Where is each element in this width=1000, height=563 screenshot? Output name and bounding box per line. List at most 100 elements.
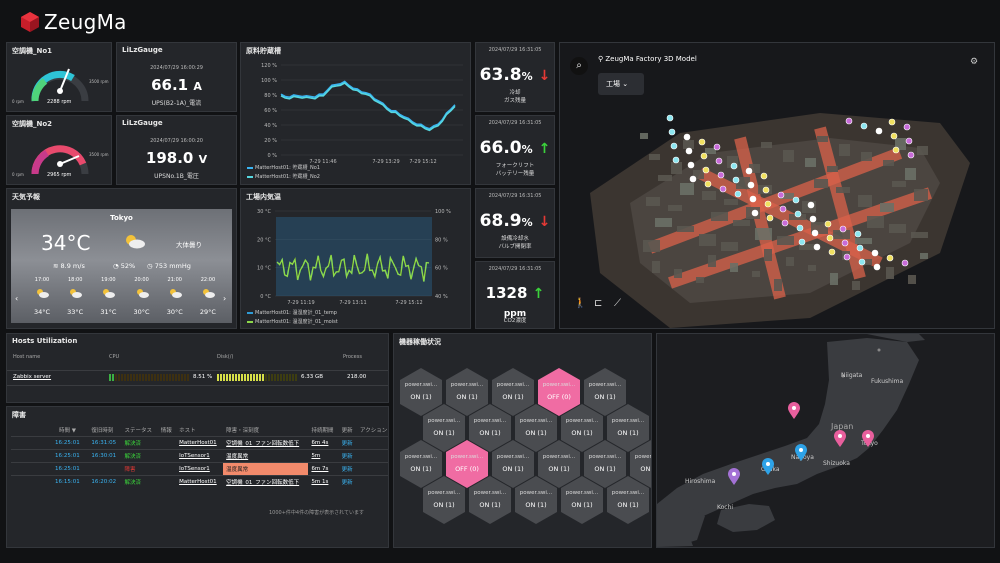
power-switch-hex[interactable]: power.swi... ON (1) xyxy=(630,440,651,488)
alert-update-link[interactable]: 更新 xyxy=(338,449,358,463)
power-switch-hex[interactable]: power.swi... ON (1) xyxy=(492,368,534,416)
blue-map-marker-icon[interactable] xyxy=(761,458,775,476)
power-switch-hex[interactable]: power.swi... OFF (0) xyxy=(538,368,580,416)
purple-map-marker-icon[interactable] xyxy=(727,468,741,486)
power-switch-hex[interactable]: power.swi... ON (1) xyxy=(400,368,442,416)
walk-mode-button[interactable]: 🚶 xyxy=(574,298,586,309)
alert-duration[interactable]: 6m 4s xyxy=(308,436,339,450)
alert-host[interactable]: IoTSensor1 xyxy=(176,462,224,476)
alert-problem[interactable]: 温度異常 xyxy=(223,449,309,463)
alert-recovery[interactable]: 16:31:05 xyxy=(88,436,122,450)
alert-recovery[interactable] xyxy=(88,462,122,476)
power-switch-hex[interactable]: power.swi... ON (1) xyxy=(423,476,465,524)
alert-update-link[interactable]: 更新 xyxy=(338,462,358,476)
sensor-marker[interactable] xyxy=(777,191,785,199)
alert-host[interactable]: MatterHost01 xyxy=(176,475,224,488)
alert-time[interactable]: 16:25:01 xyxy=(11,449,89,463)
sensor-marker[interactable] xyxy=(892,146,900,154)
power-switch-hex[interactable]: power.swi... ON (1) xyxy=(538,440,580,488)
factory-dropdown[interactable]: 工場 ⌄ xyxy=(598,73,644,95)
japan-map[interactable] xyxy=(657,334,994,547)
sensor-marker[interactable] xyxy=(704,180,712,188)
sensor-marker[interactable] xyxy=(730,162,738,170)
factory-3d-view[interactable] xyxy=(560,43,994,328)
brand-logo[interactable]: ZeugMa xyxy=(20,10,127,34)
sensor-marker[interactable] xyxy=(809,215,817,223)
pink-map-marker-icon[interactable] xyxy=(833,430,847,448)
alert-problem[interactable]: 空調機_01_ファン回転数低下 xyxy=(223,436,309,450)
sensor-marker[interactable] xyxy=(905,137,913,145)
sensor-marker[interactable] xyxy=(888,118,896,126)
power-switch-hex[interactable]: power.swi... ON (1) xyxy=(400,440,442,488)
alert-duration[interactable]: 5m 1s xyxy=(308,475,339,488)
alert-problem[interactable]: 空調機_01_ファン回転数低下 xyxy=(223,475,309,488)
sensor-marker[interactable] xyxy=(760,172,768,180)
power-switch-hex[interactable]: power.swi... ON (1) xyxy=(607,476,649,524)
alert-recovery[interactable]: 16:30:01 xyxy=(88,449,122,463)
sensor-marker[interactable] xyxy=(717,171,725,179)
sensor-marker[interactable] xyxy=(749,195,757,203)
sensor-marker[interactable] xyxy=(719,185,727,193)
sensor-marker[interactable] xyxy=(794,210,802,218)
alert-host[interactable]: IoTSensor1 xyxy=(176,449,224,463)
sensor-marker[interactable] xyxy=(860,122,868,130)
col-time[interactable]: 時間 ▼ xyxy=(59,428,76,434)
power-switch-hex[interactable]: power.swi... ON (1) xyxy=(561,476,603,524)
blue-map-marker-icon[interactable] xyxy=(794,444,808,462)
sensor-marker[interactable] xyxy=(781,219,789,227)
sensor-marker[interactable] xyxy=(687,161,695,169)
alert-host[interactable]: MatterHost01 xyxy=(176,436,224,450)
sensor-marker[interactable] xyxy=(903,123,911,131)
measure-button[interactable]: ⊏ xyxy=(594,298,602,309)
alert-update-link[interactable]: 更新 xyxy=(338,475,358,488)
power-switch-hex[interactable]: power.swi... OFF (0) xyxy=(446,440,488,488)
sensor-marker[interactable] xyxy=(841,239,849,247)
sensor-marker[interactable] xyxy=(751,209,759,217)
sensor-marker[interactable] xyxy=(670,142,678,150)
sensor-marker[interactable] xyxy=(811,229,819,237)
host-name-link[interactable]: Zabbix server xyxy=(13,374,52,380)
sensor-marker[interactable] xyxy=(826,234,834,242)
settings-button[interactable]: ⚙ xyxy=(970,57,978,67)
sensor-marker[interactable] xyxy=(734,190,742,198)
sensor-marker[interactable] xyxy=(843,253,851,261)
sensor-marker[interactable] xyxy=(732,176,740,184)
power-switch-hex[interactable]: power.swi... ON (1) xyxy=(607,404,649,452)
sensor-marker[interactable] xyxy=(873,263,881,271)
next-hour-button[interactable]: › xyxy=(223,294,227,303)
sensor-marker[interactable] xyxy=(792,196,800,204)
hosts-row[interactable]: Zabbix server 8.51 % 6.33 GB 218.00 xyxy=(7,370,388,386)
sensor-marker[interactable] xyxy=(762,186,770,194)
sensor-marker[interactable] xyxy=(890,132,898,140)
alert-time[interactable]: 16:25:01 xyxy=(11,462,89,476)
sensor-marker[interactable] xyxy=(747,181,755,189)
sensor-marker[interactable] xyxy=(901,259,909,267)
power-switch-hex[interactable]: power.swi... ON (1) xyxy=(446,368,488,416)
sensor-marker[interactable] xyxy=(715,157,723,165)
sensor-marker[interactable] xyxy=(700,152,708,160)
alert-recovery[interactable]: 16:20:02 xyxy=(88,475,122,488)
alert-problem[interactable]: 温度異常 xyxy=(223,462,309,476)
sensor-marker[interactable] xyxy=(689,175,697,183)
sensor-marker[interactable] xyxy=(871,249,879,257)
prev-hour-button[interactable]: ‹ xyxy=(15,294,19,303)
pink-map-marker-icon[interactable] xyxy=(861,430,875,448)
sensor-marker[interactable] xyxy=(845,117,853,125)
alert-update-link[interactable]: 更新 xyxy=(338,436,358,450)
sensor-marker[interactable] xyxy=(824,220,832,228)
ruler-button[interactable]: ⟋ xyxy=(614,298,621,309)
power-switch-hex[interactable]: power.swi... ON (1) xyxy=(469,476,511,524)
sensor-marker[interactable] xyxy=(745,167,753,175)
sensor-marker[interactable] xyxy=(796,224,804,232)
sensor-marker[interactable] xyxy=(875,127,883,135)
sensor-marker[interactable] xyxy=(839,225,847,233)
sensor-marker[interactable] xyxy=(854,230,862,238)
power-switch-hex[interactable]: power.swi... ON (1) xyxy=(515,404,557,452)
sensor-marker[interactable] xyxy=(685,147,693,155)
power-switch-hex[interactable]: power.swi... ON (1) xyxy=(584,440,626,488)
power-switch-hex[interactable]: power.swi... ON (1) xyxy=(561,404,603,452)
sensor-marker[interactable] xyxy=(683,133,691,141)
sensor-marker[interactable] xyxy=(779,205,787,213)
sensor-marker[interactable] xyxy=(907,151,915,159)
sensor-marker[interactable] xyxy=(856,244,864,252)
